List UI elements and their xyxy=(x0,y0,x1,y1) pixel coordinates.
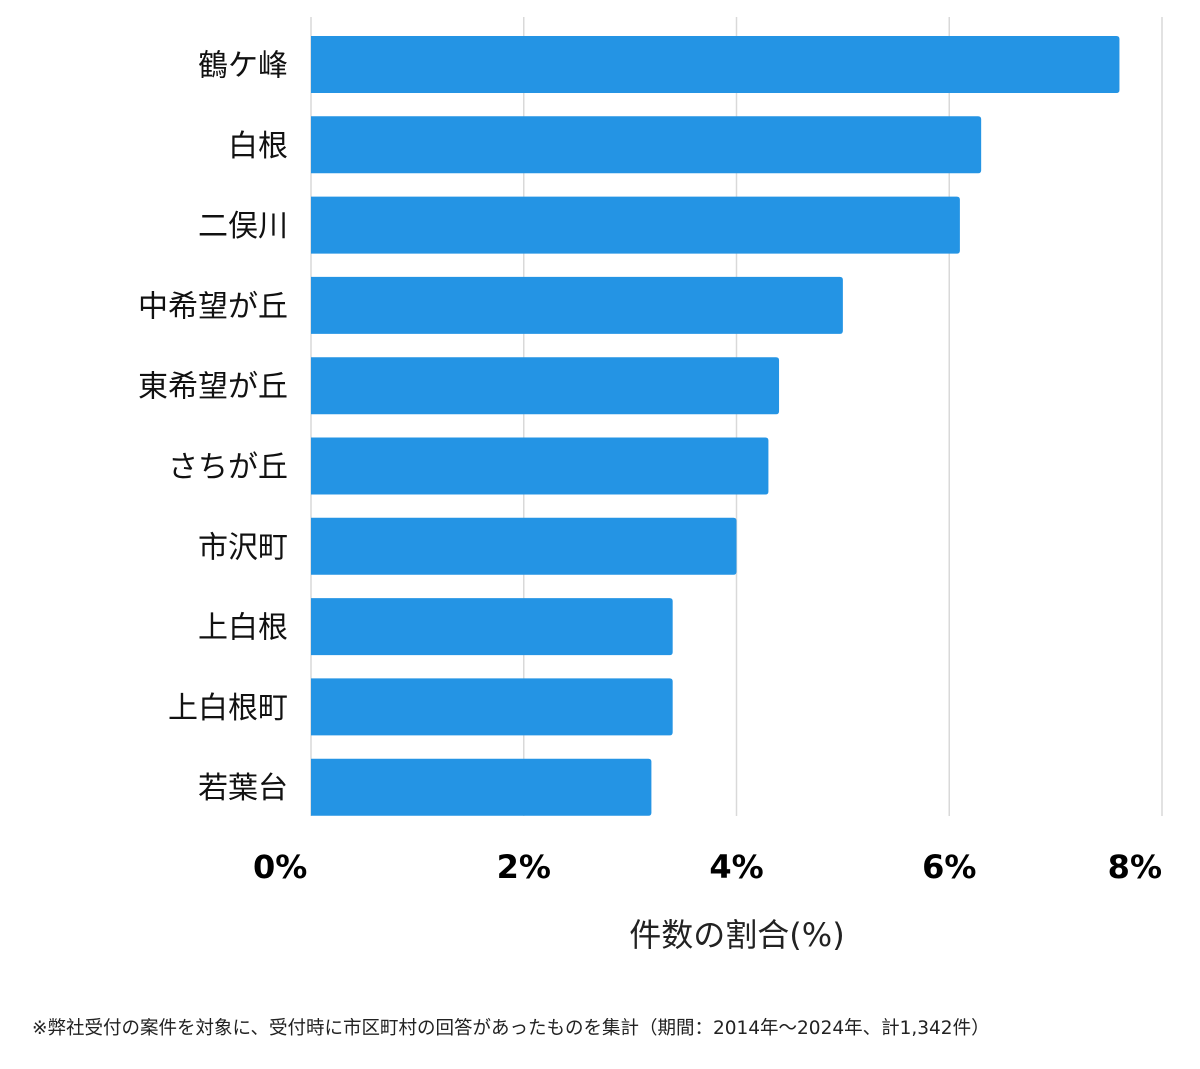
x-tick-label: 6% xyxy=(922,848,976,886)
category-label: 上白根 xyxy=(198,611,288,646)
category-label: 中希望が丘 xyxy=(138,289,288,324)
bar xyxy=(311,36,1120,93)
category-label: 市沢町 xyxy=(198,530,288,565)
category-label: 白根 xyxy=(228,129,288,164)
footnote: ※弊社受付の案件を対象に、受付時に市区町村の回答があったものを集計（期間：201… xyxy=(32,1018,990,1039)
bar xyxy=(311,116,982,174)
bar xyxy=(311,357,780,415)
bar xyxy=(311,276,843,334)
x-tick-labels: 0% 2% 4% 6% 8% xyxy=(253,848,1162,886)
category-label: 若葉台 xyxy=(198,771,288,806)
bar xyxy=(311,517,737,575)
x-tick-label: 2% xyxy=(497,848,551,886)
category-label: 東希望が丘 xyxy=(138,370,288,405)
bar xyxy=(311,598,673,656)
category-label: 上白根町 xyxy=(168,691,288,726)
bar xyxy=(311,437,769,495)
x-tick-label: 8% xyxy=(1108,848,1162,886)
bar xyxy=(311,758,652,816)
bar xyxy=(311,678,673,736)
bar xyxy=(311,196,960,254)
bars xyxy=(311,36,1120,816)
x-tick-label: 4% xyxy=(709,848,763,886)
category-label: 二俣川 xyxy=(198,209,288,244)
x-tick-label: 0% xyxy=(253,848,307,886)
category-label: 鶴ケ峰 xyxy=(198,49,288,84)
x-axis-title: 件数の割合(%) xyxy=(629,916,844,954)
category-label: さちが丘 xyxy=(168,450,288,485)
